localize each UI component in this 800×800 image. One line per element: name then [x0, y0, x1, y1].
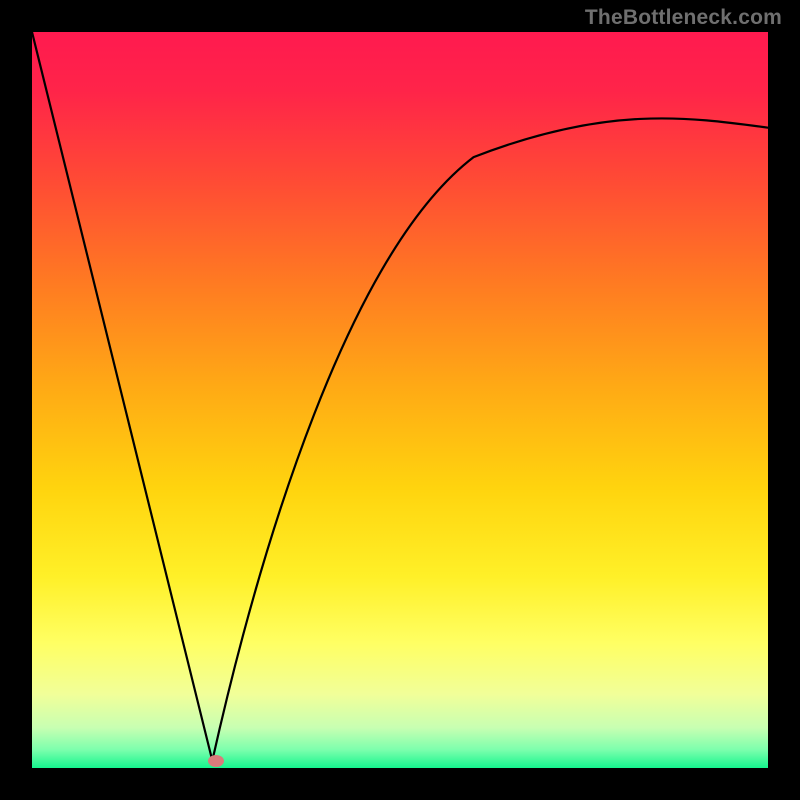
bottleneck-curve	[32, 32, 768, 768]
chart-frame: TheBottleneck.com	[0, 0, 800, 800]
plot-area	[32, 32, 768, 768]
vertex-marker	[208, 755, 224, 767]
watermark-text: TheBottleneck.com	[585, 6, 782, 30]
